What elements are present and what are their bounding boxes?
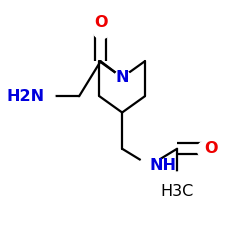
Text: H2N: H2N: [6, 89, 44, 104]
Text: N: N: [116, 70, 129, 85]
Text: O: O: [94, 15, 108, 30]
Text: H3C: H3C: [160, 184, 194, 199]
Text: O: O: [204, 141, 218, 156]
Text: NH: NH: [150, 158, 176, 173]
